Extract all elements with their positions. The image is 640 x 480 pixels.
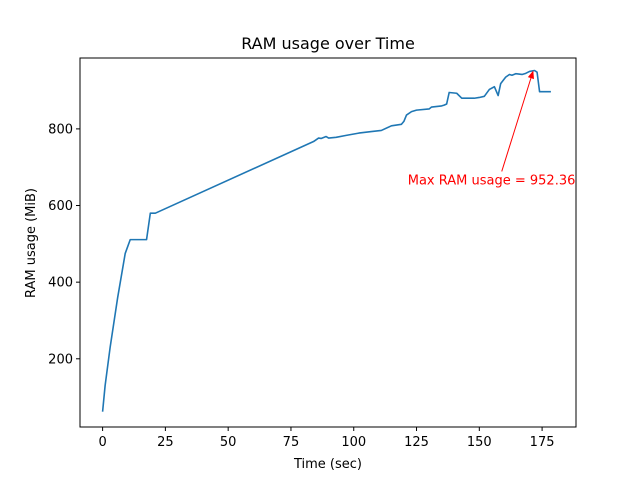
y-axis-label: RAM usage (MiB) xyxy=(24,188,39,298)
y-tick-label: 600 xyxy=(48,199,73,214)
y-tick-label: 200 xyxy=(48,352,73,367)
annotation-arrowhead xyxy=(527,70,534,80)
x-tick-label: 0 xyxy=(98,435,106,450)
max-annotation: Max RAM usage = 952.36 xyxy=(408,70,576,188)
x-tick-label: 100 xyxy=(341,435,366,450)
x-axis-label: Time (sec) xyxy=(293,457,362,472)
x-axis: 0 25 50 75 100 125 150 175 xyxy=(98,427,555,450)
x-tick-label: 75 xyxy=(283,435,300,450)
series-line xyxy=(101,69,551,412)
x-tick-label: 175 xyxy=(530,435,555,450)
y-tick-label: 400 xyxy=(48,276,73,291)
annotation-arrow xyxy=(501,77,532,172)
y-tick-label: 800 xyxy=(48,122,73,137)
x-tick-label: 50 xyxy=(220,435,237,450)
chart-title: RAM usage over Time xyxy=(241,34,415,53)
y-axis: 200 400 600 800 xyxy=(48,122,80,367)
annotation-text: Max RAM usage = 952.36 xyxy=(408,173,576,188)
plot-frame xyxy=(79,57,577,428)
x-tick-label: 150 xyxy=(467,435,492,450)
x-tick-label: 25 xyxy=(157,435,174,450)
plot-area xyxy=(101,69,551,412)
x-tick-label: 125 xyxy=(404,435,429,450)
